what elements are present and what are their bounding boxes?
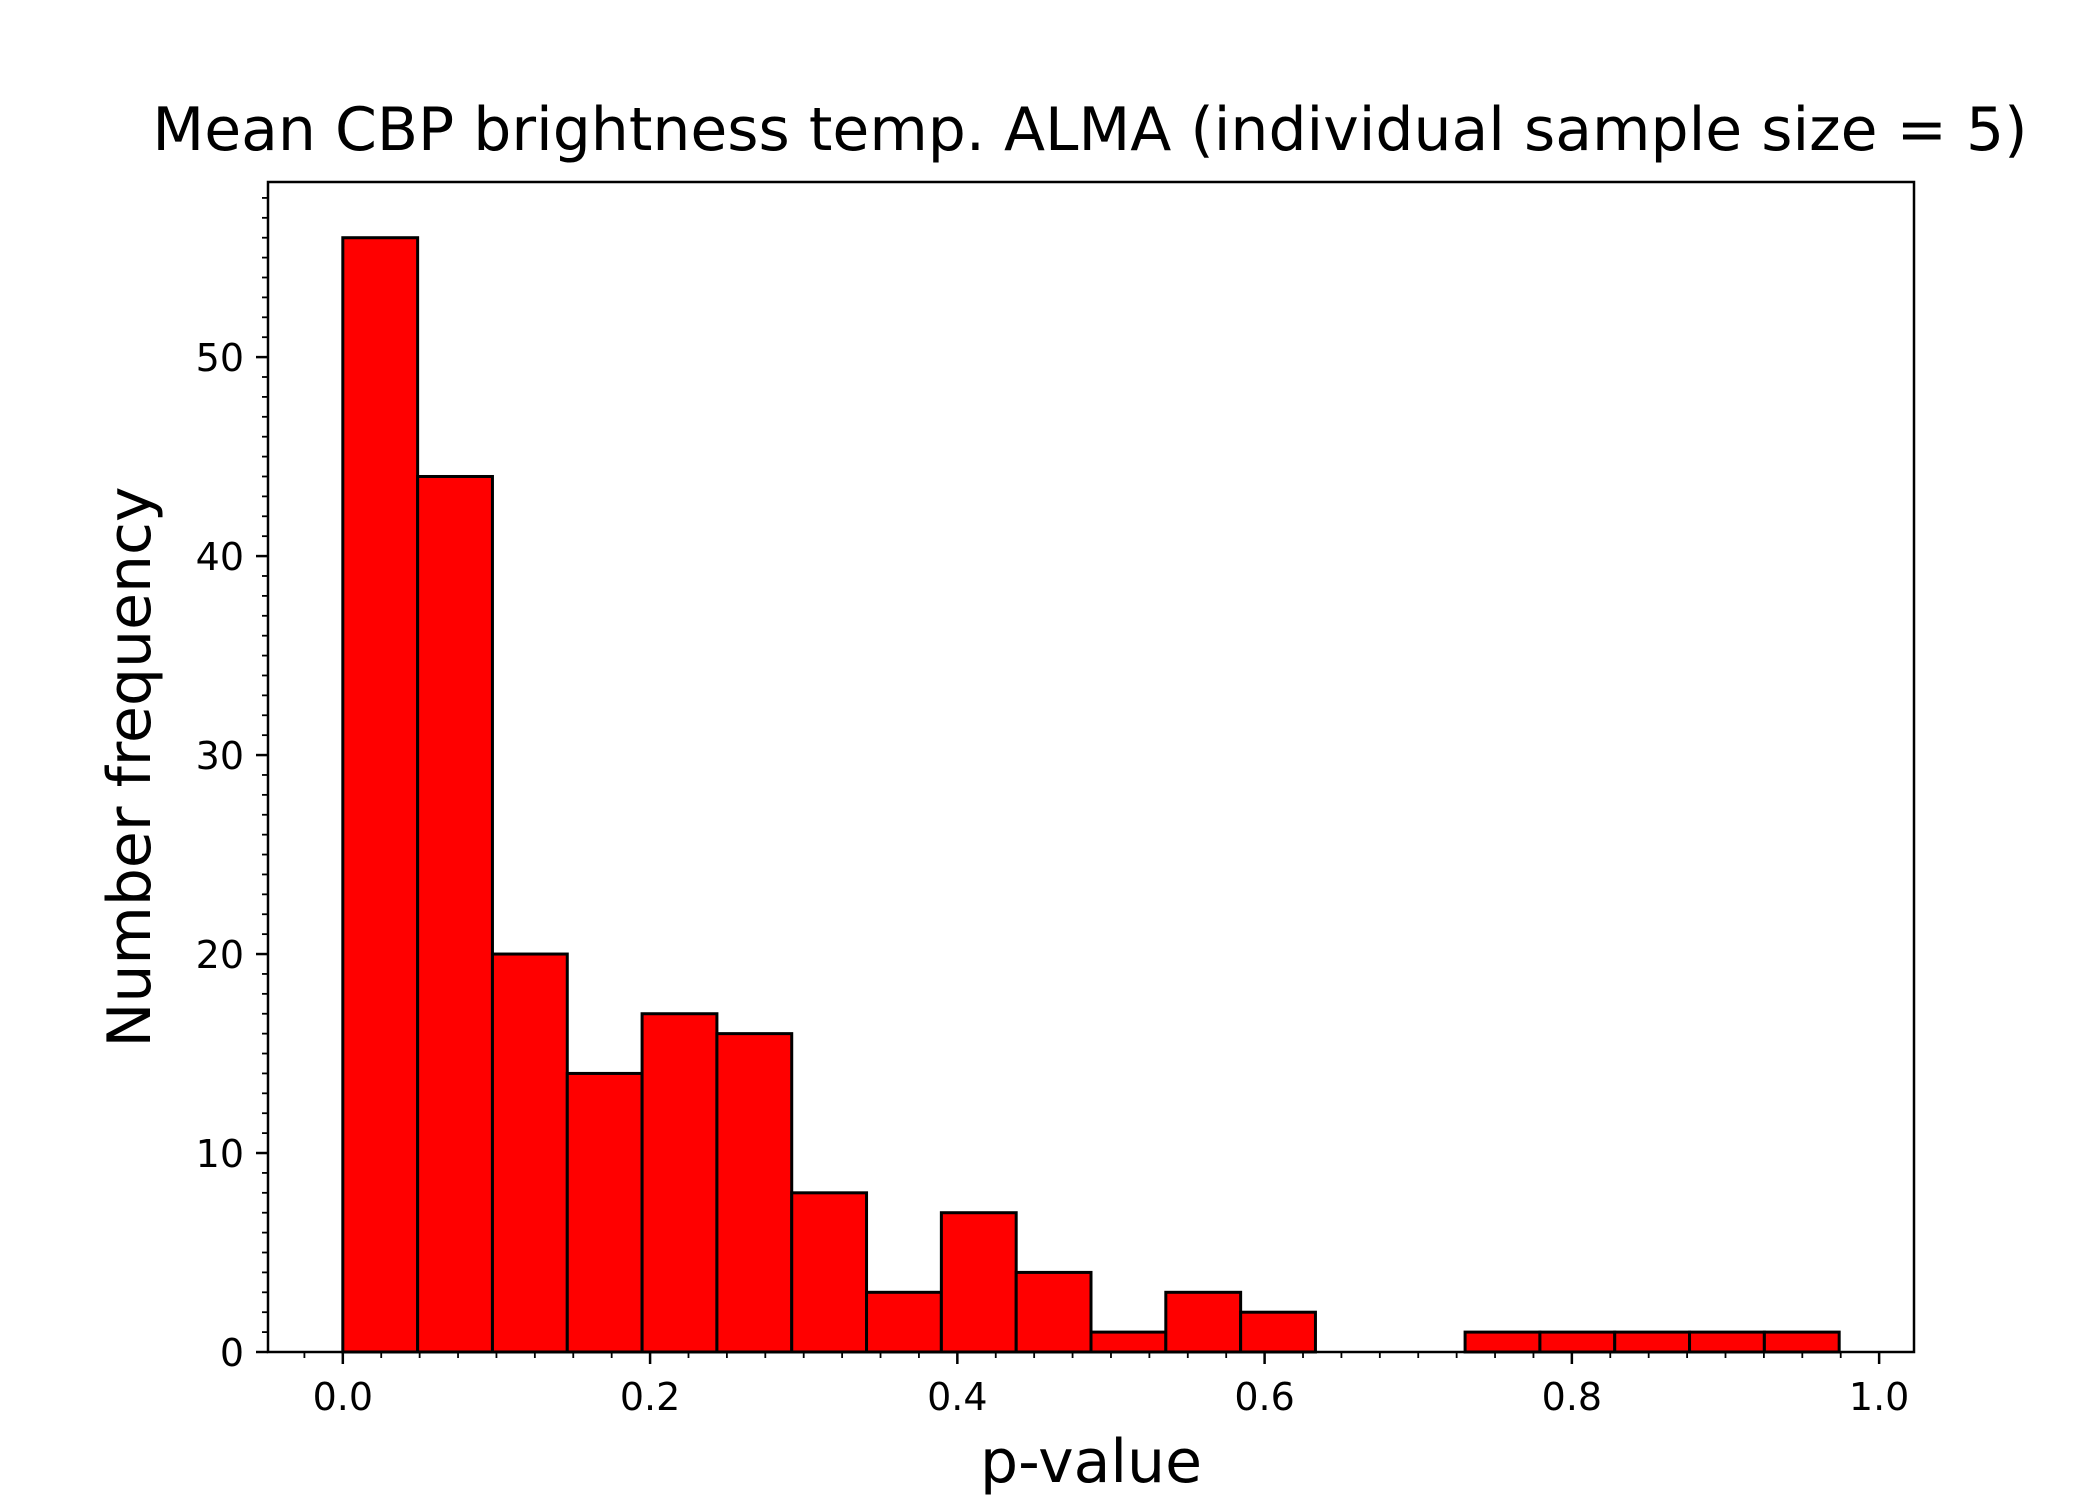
x-tick-label: 1.0 <box>1849 1375 1909 1419</box>
histogram-bar <box>1239 1310 1317 1354</box>
histogram-bar <box>939 1211 1018 1354</box>
plot-frame <box>266 180 1916 1354</box>
chart-title: Mean CBP brightness temp. ALMA (individu… <box>152 95 2027 165</box>
histogram-bar <box>1613 1330 1692 1354</box>
y-tick-label: 20 <box>196 933 244 977</box>
y-axis-label: Number frequency <box>95 486 165 1047</box>
y-axis: 0 10 20 30 40 50 <box>196 197 268 1375</box>
histogram-bar <box>1463 1330 1542 1354</box>
y-tick-label: 30 <box>196 734 244 778</box>
histogram-bar <box>565 1071 644 1354</box>
bars-layer <box>341 236 1841 1354</box>
histogram-bar <box>1089 1330 1168 1354</box>
histogram-bar <box>341 236 420 1354</box>
y-tick-label: 0 <box>220 1331 244 1375</box>
histogram-bar <box>490 952 569 1354</box>
histogram-bar <box>1538 1330 1617 1354</box>
y-tick-label: 50 <box>196 336 244 380</box>
histogram-bar <box>865 1290 943 1354</box>
y-tick-label: 10 <box>196 1132 244 1176</box>
x-axis-label: p-value <box>980 1427 1202 1497</box>
histogram-bar <box>416 474 494 1354</box>
histogram-bar <box>640 1012 719 1354</box>
x-tick-label: 0.0 <box>313 1375 373 1419</box>
histogram-bar <box>1014 1270 1093 1354</box>
y-tick-label: 40 <box>196 535 244 579</box>
x-axis: 0.0 0.2 0.4 0.6 0.8 1.0 <box>303 1352 1909 1419</box>
histogram-bar <box>1688 1330 1766 1354</box>
histogram-bar <box>790 1191 869 1354</box>
histogram-bar <box>1164 1290 1243 1354</box>
histogram-bar <box>1762 1330 1841 1354</box>
histogram-bar <box>715 1032 794 1354</box>
x-tick-label: 0.4 <box>927 1375 987 1419</box>
x-tick-label: 0.8 <box>1542 1375 1602 1419</box>
x-tick-label: 0.6 <box>1234 1375 1294 1419</box>
x-tick-label: 0.2 <box>620 1375 680 1419</box>
